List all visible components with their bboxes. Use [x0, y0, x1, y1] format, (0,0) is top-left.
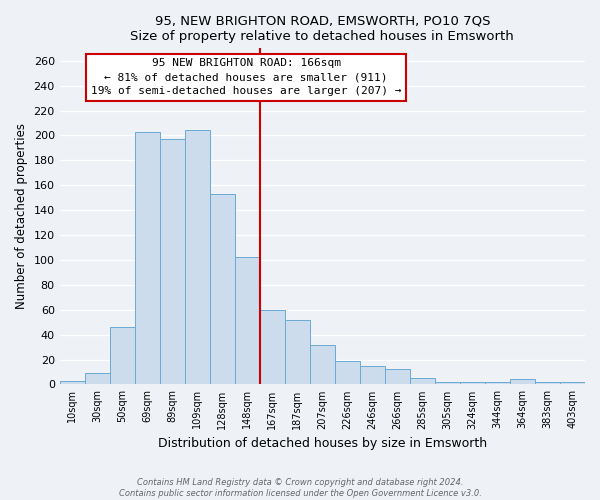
- Bar: [235, 258, 260, 384]
- Text: Contains HM Land Registry data © Crown copyright and database right 2024.
Contai: Contains HM Land Registry data © Crown c…: [119, 478, 481, 498]
- Bar: [560, 382, 585, 384]
- Bar: [85, 373, 110, 384]
- Bar: [485, 382, 510, 384]
- Bar: [460, 382, 485, 384]
- Bar: [185, 130, 210, 384]
- Bar: [135, 132, 160, 384]
- Bar: [410, 378, 435, 384]
- Bar: [385, 370, 410, 384]
- Text: 95 NEW BRIGHTON ROAD: 166sqm
← 81% of detached houses are smaller (911)
19% of s: 95 NEW BRIGHTON ROAD: 166sqm ← 81% of de…: [91, 58, 401, 96]
- Bar: [335, 361, 360, 384]
- Bar: [360, 366, 385, 384]
- Bar: [510, 380, 535, 384]
- Bar: [110, 327, 135, 384]
- X-axis label: Distribution of detached houses by size in Emsworth: Distribution of detached houses by size …: [158, 437, 487, 450]
- Bar: [435, 382, 460, 384]
- Bar: [160, 139, 185, 384]
- Y-axis label: Number of detached properties: Number of detached properties: [15, 124, 28, 310]
- Title: 95, NEW BRIGHTON ROAD, EMSWORTH, PO10 7QS
Size of property relative to detached : 95, NEW BRIGHTON ROAD, EMSWORTH, PO10 7Q…: [130, 15, 514, 43]
- Bar: [59, 380, 85, 384]
- Bar: [260, 310, 285, 384]
- Bar: [285, 320, 310, 384]
- Bar: [535, 382, 560, 384]
- Bar: [310, 344, 335, 385]
- Bar: [210, 194, 235, 384]
